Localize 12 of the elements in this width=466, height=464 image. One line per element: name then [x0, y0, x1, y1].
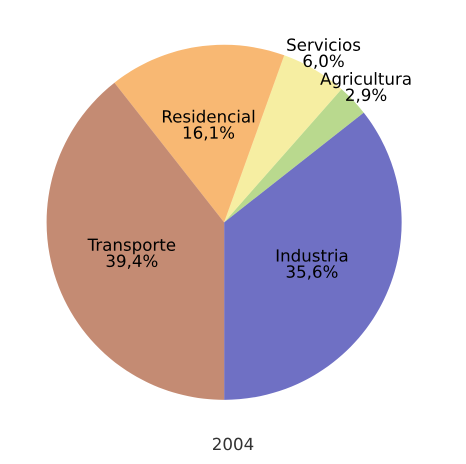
text: 2004: [213, 438, 254, 450]
data-label: 6,0%: [304, 54, 344, 69]
pie-slice: [114, 44, 284, 222]
data-label: 35,6%: [286, 265, 338, 280]
data-label: 39,4%: [106, 254, 158, 269]
slice-label: Industria: [276, 248, 348, 262]
data-label: 16,1%: [184, 126, 234, 141]
slice-label: Residencial: [162, 110, 254, 123]
slice-label: Agricultura: [320, 72, 411, 88]
data-label: 2,9%: [346, 88, 386, 103]
slice-label: Servicios: [287, 38, 360, 51]
slice-label: Transporte: [88, 238, 176, 254]
